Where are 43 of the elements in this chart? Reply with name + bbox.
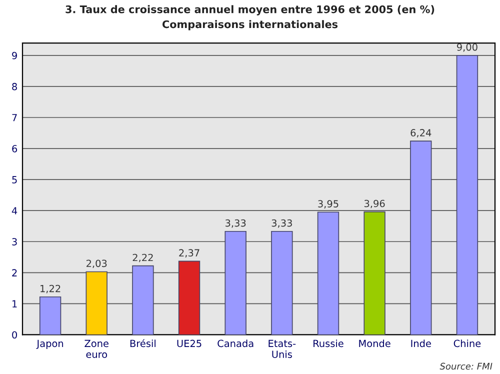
x-tick-label: UE25 [177,340,202,348]
x-tick-label: Japon [36,340,64,349]
y-tick-label: 3 [12,238,17,246]
x-tick-label: Chine [454,340,481,348]
data-label: 3,33 [272,219,292,228]
data-label: 3,96 [364,200,385,208]
bar [178,260,200,335]
bar [364,211,386,335]
bar [224,230,246,335]
y-tick-label: 4 [12,207,18,214]
x-tick-label: Brésil [130,339,156,348]
x-tick-label: Zone euro [84,340,108,358]
x-tick-label: Canada [218,340,254,348]
bar [410,140,432,335]
x-tick-label: Russie [314,340,344,348]
data-label: 2,37 [179,249,200,258]
y-tick-label: 1 [12,300,17,308]
data-label: 9,00 [456,43,478,52]
chart-subtitle: Comparaisons internationales [162,20,338,30]
data-label: 1,22 [40,284,60,294]
data-label: 2,03 [86,260,107,268]
data-label: 3,33 [226,219,246,228]
data-label: 2,22 [132,254,153,262]
bar [317,212,340,335]
bar [86,271,108,335]
x-tick-label: Monde [359,340,390,348]
y-tick-label: 8 [12,82,17,90]
bar [132,265,154,335]
bar [456,55,478,335]
bar [39,296,62,335]
y-tick-label: 9 [12,52,17,60]
x-tick-label: Etats- Unis [268,340,296,358]
y-tick-label: 0 [12,331,17,339]
chart-title: 3. Taux de croissance annuel moyen entre 1996 et 2005 (en %) [66,5,434,16]
y-tick-label: 7 [12,114,17,122]
data-label: 6,24 [410,129,432,138]
y-tick-label: 5 [12,176,17,184]
bar [271,230,293,335]
y-tick-label: 6 [12,145,18,152]
data-label: 3,95 [318,200,338,208]
x-tick-label: Inde [411,340,431,348]
source-note: Source: FMI [440,362,492,370]
y-tick-label: 2 [12,269,17,276]
